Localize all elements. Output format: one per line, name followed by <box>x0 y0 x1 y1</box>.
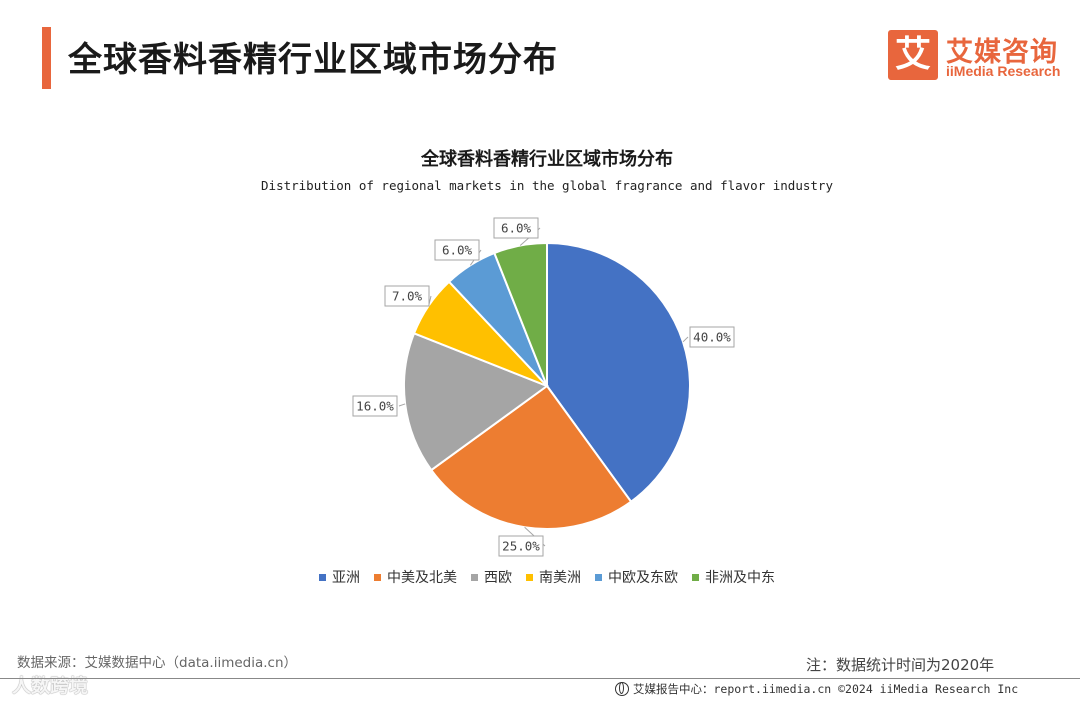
legend-label-4: 南美洲 <box>539 570 581 586</box>
data-label-6: 6.0% <box>501 221 532 236</box>
chart-title: 全球香料香精行业区域市场分布 <box>421 149 673 170</box>
legend-item-4: 南美洲 <box>526 567 581 587</box>
footer-divider <box>0 678 1080 679</box>
data-label-box-6 <box>493 217 539 239</box>
legend-swatch-6 <box>692 573 699 581</box>
legend-swatch-1 <box>319 573 326 581</box>
pie-slice-1 <box>546 241 691 504</box>
data-label-box-2 <box>498 535 544 557</box>
leader-line-3 <box>398 403 406 407</box>
pie-slice-2 <box>429 384 633 530</box>
legend-item-5: 中欧及东欧 <box>595 567 678 587</box>
data-note: 注：数据统计时间为2020年 <box>806 656 995 674</box>
legend-label-2: 中美及北美 <box>387 570 457 586</box>
legend-swatch-3 <box>471 573 478 581</box>
legend-label-1: 亚洲 <box>332 570 360 586</box>
pie-slice-3 <box>403 332 550 472</box>
legend-swatch-4 <box>526 573 533 581</box>
page-title: 全球香料香精行业区域市场分布 <box>68 40 558 80</box>
legend-label-6: 非洲及中东 <box>705 570 775 586</box>
legend-item-1: 亚洲 <box>319 567 360 587</box>
data-label-box-1 <box>689 326 735 348</box>
chart-legend: 亚洲 中美及北美 西欧 南美洲 中欧及东欧 非洲及中东 <box>0 567 1080 587</box>
chart-subtitle: Distribution of regional markets in the … <box>261 178 833 193</box>
globe-icon <box>615 682 629 696</box>
legend-swatch-2 <box>374 573 381 581</box>
data-label-box-3 <box>352 395 398 417</box>
data-label-2: 25.0% <box>502 539 540 554</box>
data-label-box-5 <box>434 239 480 261</box>
title-accent-bar <box>42 27 51 89</box>
logo-chinese-text: 艾媒咨询 <box>946 37 1058 68</box>
data-label-1: 40.0% <box>693 330 731 345</box>
data-source: 数据来源：艾媒数据中心（data.iimedia.cn） <box>17 655 298 671</box>
legend-item-6: 非洲及中东 <box>692 567 775 587</box>
footer-report: 艾媒报告中心：report.iimedia.cn ©2024 iiMedia R… <box>615 681 1018 697</box>
logo-mark-icon: 艾 <box>888 30 938 80</box>
legend-item-3: 西欧 <box>471 567 512 587</box>
data-label-box-4 <box>384 285 430 307</box>
legend-label-5: 中欧及东欧 <box>608 570 678 586</box>
legend-swatch-5 <box>595 573 602 581</box>
iimedia-logo: 艾 艾媒咨询 iiMedia Research <box>888 30 1061 84</box>
legend-item-2: 中美及北美 <box>374 567 457 587</box>
data-label-3: 16.0% <box>356 399 394 414</box>
data-label-5: 6.0% <box>442 243 473 258</box>
watermark-text: 人数跨境 <box>12 675 89 697</box>
legend-label-3: 西欧 <box>484 570 512 586</box>
leader-line-1 <box>682 336 689 343</box>
footer-report-text: 艾媒报告中心：report.iimedia.cn ©2024 iiMedia R… <box>633 682 1019 696</box>
data-label-4: 7.0% <box>392 289 423 304</box>
logo-english-text: iiMedia Research <box>946 63 1061 79</box>
pie-slice-6 <box>493 241 548 387</box>
